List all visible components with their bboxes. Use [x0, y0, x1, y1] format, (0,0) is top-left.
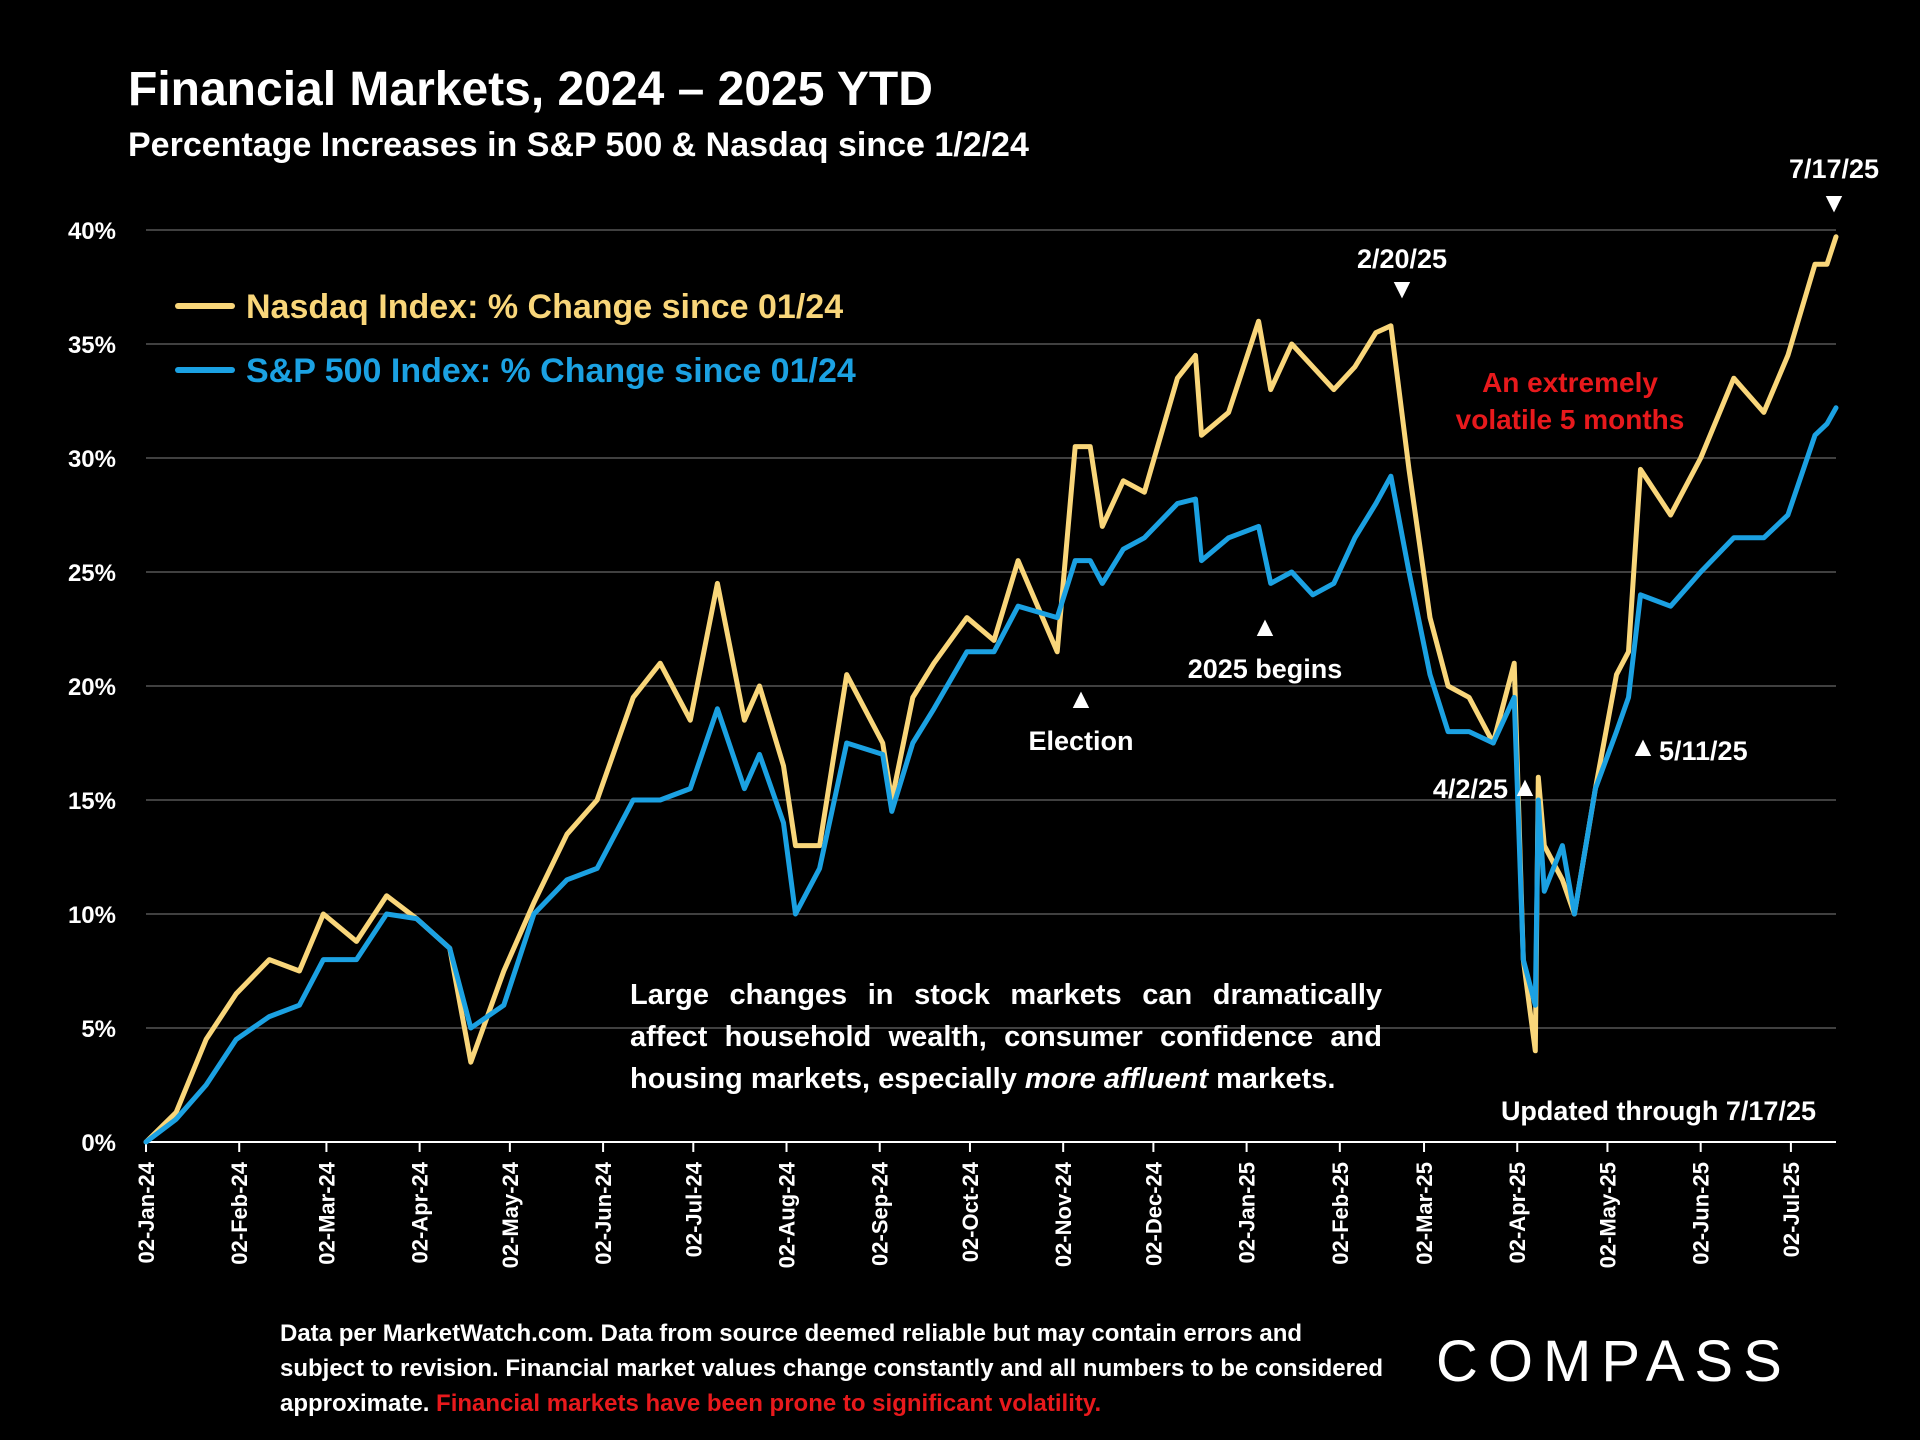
note-text-end: markets. [1208, 1063, 1336, 1095]
x-tick-label: 02-Apr-25 [1505, 1162, 1530, 1263]
legend-label: Nasdaq Index: % Change since 01/24 [246, 288, 843, 326]
x-tick-label: 02-Apr-24 [408, 1161, 433, 1263]
x-tick-label: 02-Jul-24 [681, 1161, 706, 1257]
page-title: Financial Markets, 2024 – 2025 YTD [128, 63, 933, 116]
x-tick-label: 02-Feb-24 [227, 1161, 252, 1264]
x-tick-label: 02-Jan-24 [134, 1161, 159, 1263]
footer-text: Data per MarketWatch.com. Data from sour… [280, 1320, 1383, 1417]
y-tick-label: 25% [68, 560, 116, 587]
sp500-line [143, 405, 1839, 1145]
y-tick-label: 30% [68, 446, 116, 473]
footer-warning: Financial markets have been prone to sig… [436, 1390, 1102, 1417]
x-tick-label: 02-May-25 [1595, 1162, 1620, 1268]
x-tick-label: 02-Jun-25 [1689, 1162, 1714, 1265]
annotation-marker: ▲ [1067, 683, 1095, 714]
annotation-label: 4/2/25 [1433, 774, 1508, 804]
x-tick-label: 02-Jul-25 [1779, 1162, 1804, 1257]
annotation-label: 2/20/25 [1357, 244, 1447, 274]
note-emphasis: more affluent [1024, 1063, 1209, 1095]
y-tick-label: 20% [68, 674, 116, 701]
x-tick-label: 02-May-24 [498, 1161, 523, 1268]
y-tick-label: 10% [68, 902, 116, 929]
x-tick-label: 02-Mar-25 [1412, 1162, 1437, 1265]
chart-annotations: ▲Election▲2025 begins▼2/20/25▲4/2/25▲ 5/1… [1028, 154, 1879, 804]
legend: Nasdaq Index: % Change since 01/24 S&P 50… [175, 288, 856, 390]
annotation-label: 2025 begins [1188, 654, 1343, 684]
annotation-marker: ▲ [1511, 771, 1539, 802]
annotation-marker: ▼ [1820, 187, 1848, 218]
y-tick-label: 15% [68, 788, 116, 815]
chart-gridlines [146, 229, 1836, 1029]
y-tick-label: 40% [68, 218, 116, 245]
annotation-marker: ▲ [1629, 731, 1657, 762]
x-tick-label: 02-Aug-24 [775, 1161, 800, 1268]
x-tick-label: 02-Feb-25 [1328, 1162, 1353, 1265]
footer-disclaimer: Data per MarketWatch.com. Data from sour… [280, 1316, 1390, 1421]
x-tick-label: 02-Jan-25 [1235, 1162, 1260, 1264]
x-tick-label: 02-Mar-24 [314, 1161, 339, 1264]
x-tick-label: 02-Nov-24 [1051, 1161, 1076, 1267]
chart-note: Large changes in stock markets can drama… [630, 974, 1382, 1100]
series-lines [143, 234, 1839, 1145]
y-tick-label: 0% [81, 1130, 116, 1157]
annotation-marker: ▲ [1251, 611, 1279, 642]
page-subtitle: Percentage Increases in S&P 500 & Nasdaq… [128, 126, 1029, 164]
annotation-label: 7/17/25 [1789, 154, 1879, 184]
y-axis-tick-labels: 0% 5% 10% 15% 20% 25% 30% 35% 40% [68, 218, 116, 1157]
x-tick-label: 02-Sep-24 [868, 1161, 893, 1266]
x-tick-label: 02-Dec-24 [1141, 1161, 1166, 1266]
y-tick-label: 35% [68, 332, 116, 359]
annotation-marker: ▼ [1388, 273, 1416, 304]
x-axis-tick-labels: 02-Jan-24 02-Feb-24 02-Mar-24 02-Apr-24 02-M… [134, 1142, 1804, 1268]
compass-logo: COMPASS [1436, 1329, 1792, 1394]
volatility-callout: An extremely volatile 5 months [1455, 367, 1685, 435]
updated-label: Updated through 7/17/25 [1500, 1096, 1816, 1126]
y-tick-label: 5% [81, 1016, 116, 1043]
note-text-start: Large changes in stock markets can drama… [630, 979, 1382, 1095]
annotation-label: Election [1028, 726, 1133, 756]
x-tick-label: 02-Jun-24 [591, 1161, 616, 1264]
annotation-label: 5/11/25 [1659, 736, 1748, 766]
x-tick-label: 02-Oct-24 [958, 1161, 983, 1262]
legend-label: S&P 500 Index: % Change since 01/24 [246, 352, 856, 390]
